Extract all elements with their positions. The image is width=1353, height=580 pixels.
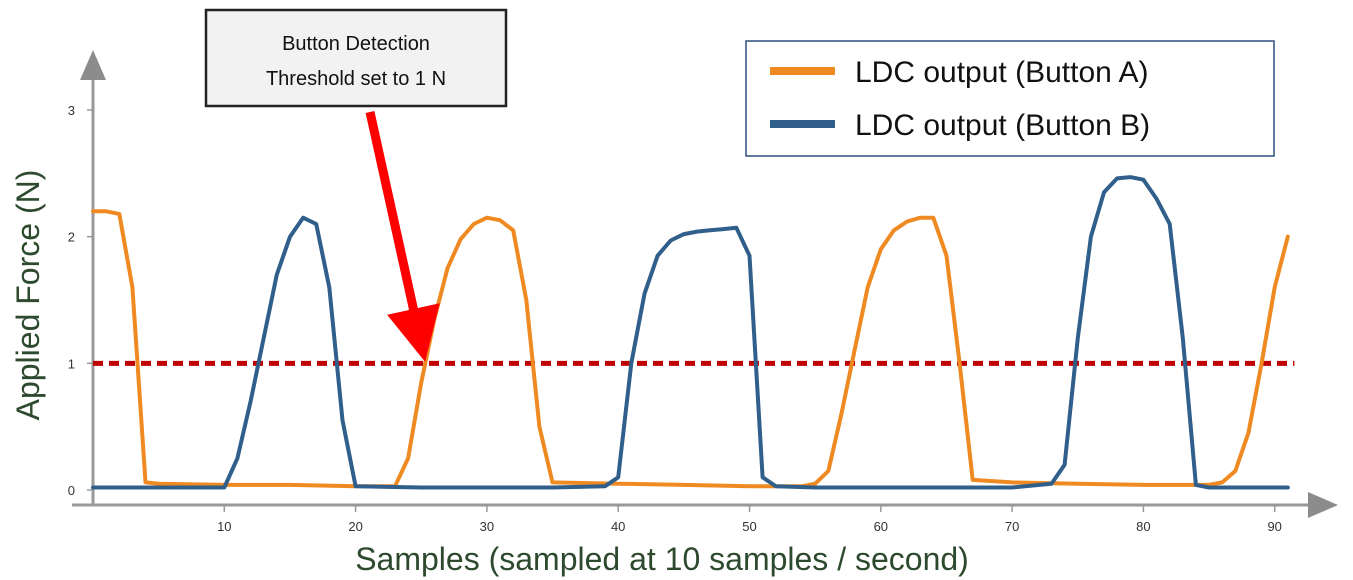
callout-line-1: Button Detection — [282, 33, 430, 55]
legend-box — [745, 40, 1275, 157]
y-axis-arrowhead — [80, 50, 106, 80]
y-tick-label: 3 — [68, 103, 75, 118]
x-tick-label: 40 — [611, 519, 625, 534]
y-tick-label: 2 — [68, 230, 75, 245]
x-tick-label: 70 — [1005, 519, 1019, 534]
y-tick-label: 0 — [68, 483, 75, 498]
x-tick-label: 80 — [1136, 519, 1150, 534]
threshold-callout: Button Detection Threshold set to 1 N — [204, 8, 508, 108]
legend: LDC output (Button A) LDC output (Button… — [745, 40, 1275, 157]
y-axis-title: Applied Force (N) — [10, 170, 46, 421]
series-group — [91, 175, 1290, 490]
axes — [72, 50, 1338, 518]
x-tick-label: 60 — [874, 519, 888, 534]
y-tick-group: 0 1 2 3 — [68, 103, 93, 498]
series-line-button-b — [91, 175, 1290, 490]
callout-arrow — [365, 111, 440, 362]
x-tick-label: 90 — [1267, 519, 1281, 534]
x-tick-group: 10 20 30 40 50 60 70 80 90 — [217, 505, 1282, 534]
x-tick-label: 50 — [742, 519, 756, 534]
x-tick-label: 10 — [217, 519, 231, 534]
series-line-button-a — [91, 209, 1290, 489]
legend-label-button-a: LDC output (Button A) — [855, 56, 1149, 89]
x-axis-title: Samples (sampled at 10 samples / second) — [355, 541, 969, 577]
legend-label-button-b: LDC output (Button B) — [855, 109, 1150, 142]
x-tick-label: 30 — [480, 519, 494, 534]
callout-box — [204, 8, 508, 108]
callout-line-2: Threshold set to 1 N — [266, 68, 446, 90]
y-tick-label: 1 — [68, 356, 75, 371]
x-axis-arrowhead — [1308, 492, 1338, 518]
x-tick-label: 20 — [348, 519, 362, 534]
